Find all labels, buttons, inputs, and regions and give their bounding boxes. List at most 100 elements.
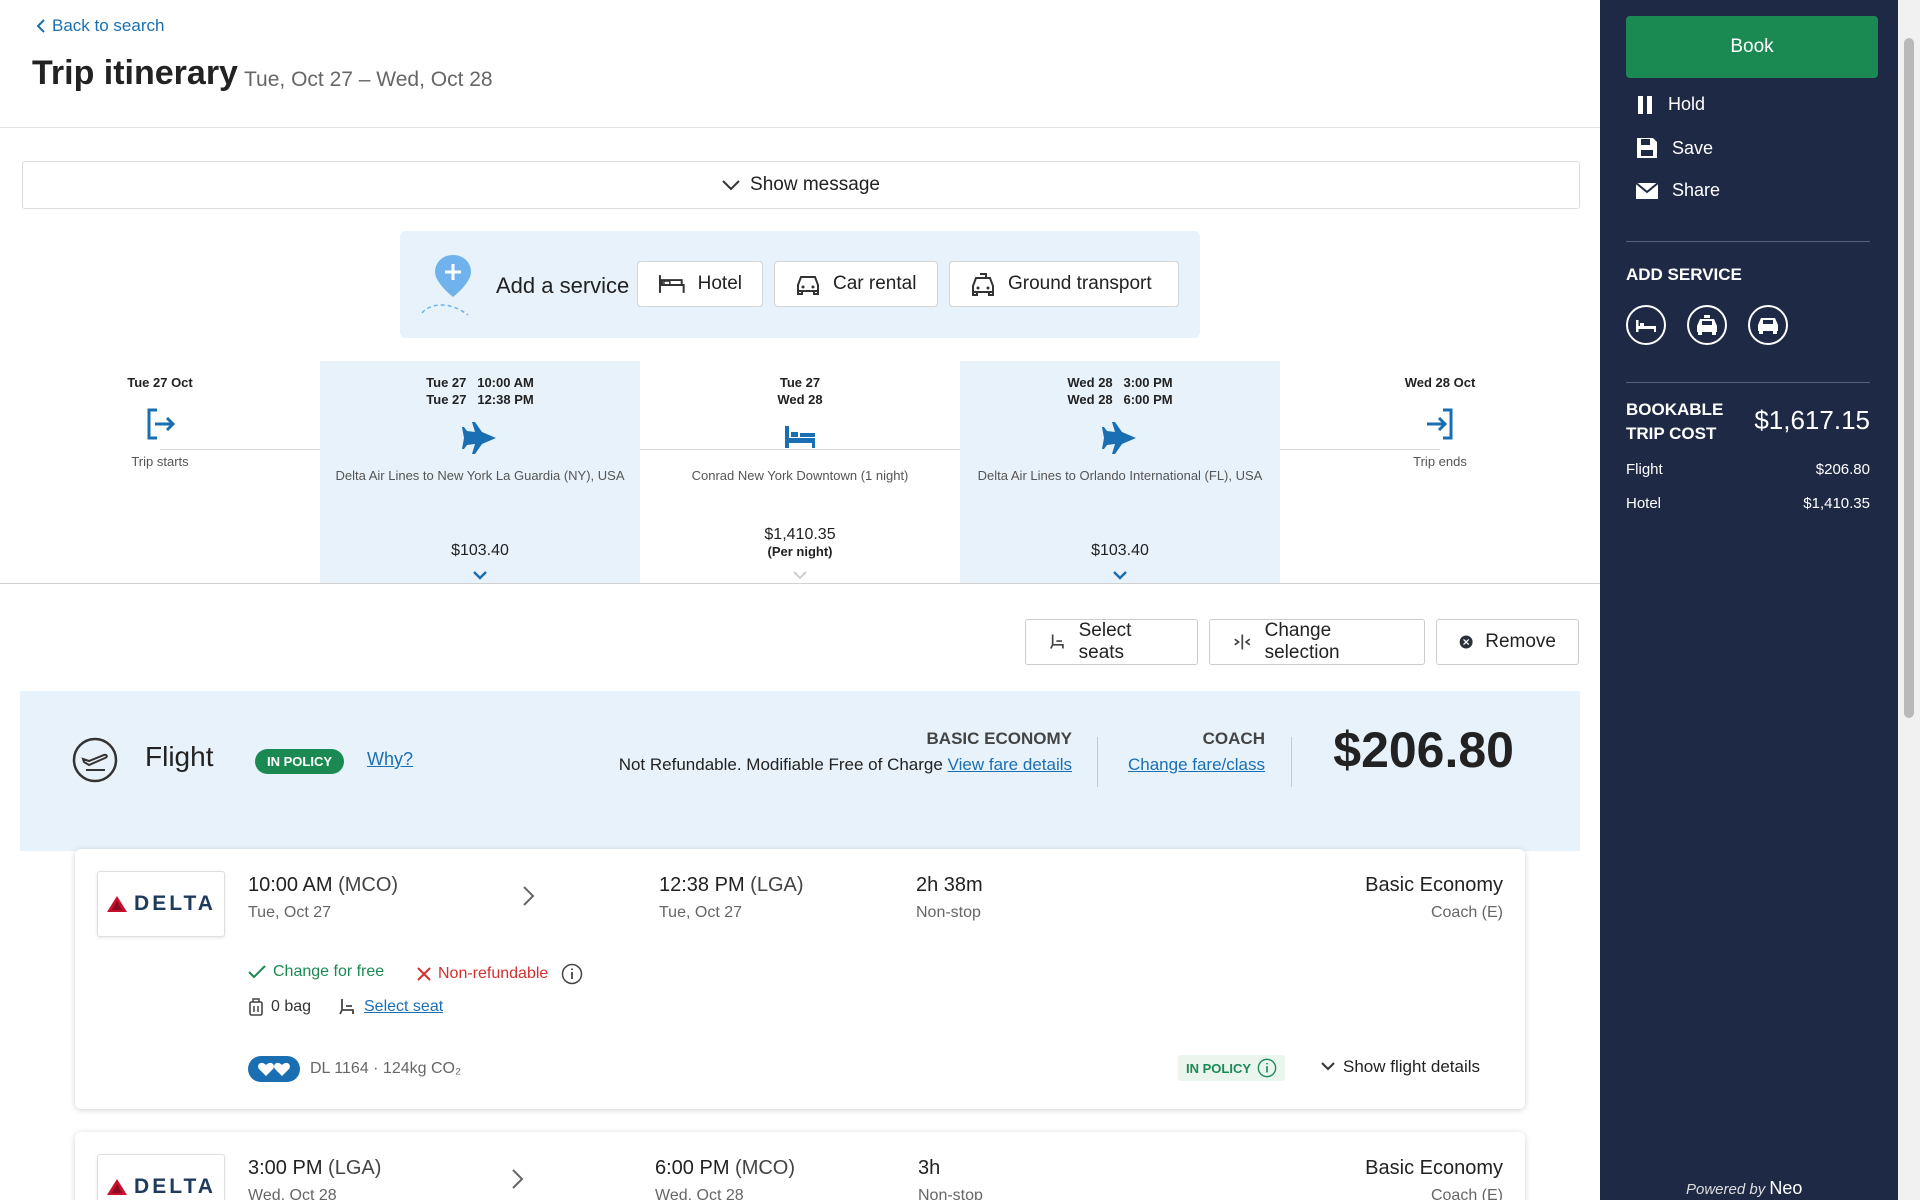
powered-by-label: Powered by xyxy=(1686,1181,1766,1198)
scrollbar-thumb[interactable] xyxy=(1904,38,1914,718)
arrive-date: Tue, Oct 27 xyxy=(659,904,742,921)
floppy-icon xyxy=(1637,138,1657,158)
timeline-date: Tue 27 Oct xyxy=(127,375,193,390)
add-ground-transport-button[interactable]: Ground transport xyxy=(949,261,1179,307)
show-flight-details-label: Show flight details xyxy=(1343,1057,1481,1076)
ground-transport-label: Ground transport xyxy=(1008,273,1152,294)
timeline-flight-return[interactable]: Wed 28 3:00 PM Wed 28 6:00 PM Delta Air … xyxy=(960,361,1280,583)
flight-total-price: $206.80 xyxy=(1333,721,1514,779)
fare-class: Basic Economy xyxy=(1365,1157,1503,1179)
timeline-desc: Trip ends xyxy=(1413,454,1467,469)
select-seats-label: Select seats xyxy=(1078,620,1132,663)
timeline-price: $103.40 xyxy=(1091,542,1149,559)
timeline-desc: Delta Air Lines to Orlando International… xyxy=(977,468,1263,483)
fare-type: BASIC ECONOMY xyxy=(926,729,1072,748)
car-rental-label: Car rental xyxy=(833,273,917,294)
timeline-desc: Conrad New York Downtown (1 night) xyxy=(691,468,909,483)
book-button[interactable]: Book xyxy=(1626,16,1878,78)
why-link[interactable]: Why? xyxy=(367,749,414,769)
timeline-date: Tue 27 10:00 AM xyxy=(426,375,534,390)
stops: Non-stop xyxy=(916,904,981,921)
select-seat-link[interactable]: Select seat xyxy=(364,998,444,1015)
expand-chevron[interactable] xyxy=(640,569,960,583)
eco-rating-badge xyxy=(248,1056,300,1082)
expand-chevron[interactable] xyxy=(960,569,1280,583)
save-label: Save xyxy=(1672,137,1714,158)
arrive-date: Wed, Oct 28 xyxy=(655,1187,744,1200)
car-icon xyxy=(1758,318,1778,334)
refund-label: Non-refundable xyxy=(438,965,549,982)
baggage-info: 0 bag xyxy=(248,997,311,1017)
bed-icon xyxy=(785,426,815,448)
timeline-trip-end: Wed 28 Oct Trip ends xyxy=(1280,361,1600,583)
back-label: Back to search xyxy=(52,16,165,35)
timeline-flight-outbound[interactable]: Tue 27 10:00 AM Tue 27 12:38 PM Delta Ai… xyxy=(320,361,640,583)
select-seats-button[interactable]: Select seats xyxy=(1025,619,1198,665)
bed-icon xyxy=(1636,320,1656,332)
chevron-right-icon xyxy=(523,886,535,906)
timeline-price: $1,410.35 xyxy=(764,526,836,543)
cost-label: Flight xyxy=(1626,461,1663,478)
expand-chevron[interactable] xyxy=(320,569,640,583)
trip-cost-heading-line2: TRIP COST xyxy=(1626,424,1717,443)
depart-date: Tue, Oct 27 xyxy=(248,904,331,921)
chevron-left-icon xyxy=(36,19,45,33)
price-value: 206.80 xyxy=(1361,722,1514,778)
depart-time: 3:00 PM xyxy=(248,1157,323,1179)
timeline-date: Wed 28 xyxy=(777,392,823,407)
timeline-price: $103.40 xyxy=(451,542,509,559)
info-icon[interactable] xyxy=(1257,1058,1277,1078)
scrollbar[interactable] xyxy=(1898,0,1920,1200)
trip-dates: Tue, Oct 27 – Wed, Oct 28 xyxy=(244,68,493,91)
cost-row-flight: Flight $206.80 xyxy=(1626,461,1870,478)
chevron-down-icon xyxy=(722,180,740,191)
hold-button[interactable]: Hold xyxy=(1636,94,1705,115)
timeline-price-note: (Per night) xyxy=(767,544,833,559)
timeline-date: Tue 27 12:38 PM xyxy=(426,392,534,407)
chevron-down-icon xyxy=(793,571,807,580)
divider xyxy=(1097,737,1098,787)
show-message-toggle[interactable]: Show message xyxy=(22,161,1580,209)
divider xyxy=(1291,737,1292,787)
cabin-type: COACH xyxy=(1202,729,1265,748)
timeline-date: Wed 28 6:00 PM xyxy=(1067,392,1173,407)
depart-code: (LGA) xyxy=(328,1157,382,1179)
fare-info: BASIC ECONOMY Not Refundable. Modifiable… xyxy=(619,729,1072,775)
swap-icon xyxy=(1234,634,1251,650)
change-selection-button[interactable]: Change selection xyxy=(1209,619,1425,665)
timeline-desc: Trip starts xyxy=(131,454,189,469)
add-car-rental-icon-button[interactable] xyxy=(1748,305,1788,345)
save-button[interactable]: Save xyxy=(1636,137,1713,159)
add-hotel-icon-button[interactable] xyxy=(1626,305,1666,345)
share-button[interactable]: Share xyxy=(1636,180,1720,201)
cost-value: $1,410.35 xyxy=(1803,495,1870,512)
remove-button[interactable]: Remove xyxy=(1436,619,1579,665)
hotel-label: Hotel xyxy=(697,273,742,294)
airline-logo: DELTA xyxy=(97,871,225,937)
view-fare-details-link[interactable]: View fare details xyxy=(947,755,1072,774)
remove-label: Remove xyxy=(1485,631,1556,652)
select-seat-control[interactable]: Select seat xyxy=(337,997,443,1017)
timeline-hotel[interactable]: Tue 27 Wed 28 Conrad New York Downtown (… xyxy=(640,361,960,583)
trip-cost-heading-line1: BOOKABLE xyxy=(1626,400,1724,419)
timeline-date: Tue 27 xyxy=(779,375,821,390)
page-title: Trip itinerary xyxy=(32,54,238,92)
change-label: Change for free xyxy=(273,963,385,980)
add-ground-transport-icon-button[interactable] xyxy=(1687,305,1727,345)
add-hotel-button[interactable]: Hotel xyxy=(637,261,763,307)
x-icon xyxy=(417,967,431,981)
airline-name: DELTA xyxy=(134,892,216,915)
flight-segment-card: DELTA 3:00 PM (LGA) Wed, Oct 28 6:00 PM … xyxy=(75,1132,1525,1200)
check-icon xyxy=(248,965,266,979)
info-icon[interactable] xyxy=(561,963,583,985)
back-to-search-link[interactable]: Back to search xyxy=(36,16,164,36)
trip-timeline: Tue 27 Oct Trip starts Tue 27 10:00 AM T… xyxy=(0,361,1600,583)
taxi-icon xyxy=(1697,315,1717,335)
change-fare-class-link[interactable]: Change fare/class xyxy=(1127,755,1265,774)
add-car-rental-button[interactable]: Car rental xyxy=(774,261,938,307)
trip-end-icon xyxy=(1427,408,1453,440)
pause-icon xyxy=(1638,95,1652,114)
show-flight-details-toggle[interactable]: Show flight details xyxy=(1320,1057,1480,1077)
hold-label: Hold xyxy=(1668,94,1706,114)
trip-cost-heading: BOOKABLE TRIP COST xyxy=(1626,398,1723,446)
